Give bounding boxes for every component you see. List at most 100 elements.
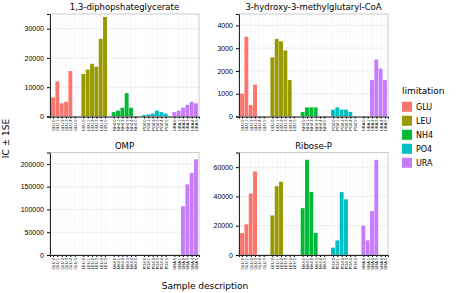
tick: NH4 5 [133, 117, 138, 131]
bar [253, 172, 257, 255]
tick-label: 10000 [25, 84, 45, 91]
tick-mark [264, 255, 265, 257]
bar [374, 160, 378, 255]
bar [64, 102, 68, 117]
tick-mark [303, 255, 304, 257]
grid-line [324, 153, 325, 256]
panel: 0 10000 20000 30000 GLU 0GLU 1GLU 2GLU 3GLU … [25, 2, 200, 131]
legend-label: LEU [416, 117, 432, 126]
tick-mark [337, 255, 338, 257]
tick-mark [251, 255, 252, 257]
x-axis: GLU 0GLU 1GLU 2GLU 3GLU 4GLU 5LEU 0LEU 1… [51, 117, 200, 132]
bar [305, 160, 309, 255]
tick: LEU 5 [292, 117, 297, 131]
tick-mark [294, 255, 295, 257]
tick-label: GLU 5 [73, 257, 78, 269]
tick-mark [236, 167, 239, 168]
tick-label: 4000 [217, 22, 233, 29]
tick-mark [183, 255, 184, 257]
grid-line [61, 14, 62, 117]
y-axis: 050000100000150000200000 [21, 153, 51, 259]
grid-line [122, 14, 123, 117]
grid-line [66, 153, 67, 256]
tick-label: 0 [40, 252, 44, 259]
tick-mark [131, 117, 132, 119]
grid-line [250, 14, 251, 117]
grid-line [239, 48, 388, 49]
tick-label: LEU 5 [292, 119, 297, 131]
tick-mark [114, 117, 115, 119]
bar [177, 111, 181, 117]
bar [366, 240, 370, 255]
tick-label: URA 5 [383, 257, 388, 269]
tick-mark [92, 117, 93, 119]
bar [340, 192, 344, 255]
legend-label: NH4 [416, 131, 433, 140]
tick-mark [311, 117, 312, 119]
tick-mark [179, 255, 180, 257]
tick-mark [153, 255, 154, 257]
tick-mark [259, 117, 260, 119]
grid-line [87, 153, 88, 256]
tick-mark [236, 94, 239, 95]
bar [120, 108, 124, 117]
tick-mark [272, 255, 273, 257]
bars [240, 37, 387, 117]
tick-label: PO4 5 [353, 257, 358, 269]
tick-mark [281, 117, 282, 119]
bar [146, 114, 150, 116]
grid-line [135, 14, 136, 117]
bar [314, 233, 318, 255]
tick-mark [70, 117, 71, 119]
grid-line [263, 14, 264, 117]
tick-label: 0 [40, 113, 44, 120]
legend-label: GLU [416, 103, 432, 112]
axis-line [240, 256, 389, 258]
plot-frame [50, 153, 199, 256]
tick-mark [316, 117, 317, 119]
tick-mark [174, 255, 175, 257]
tick: GLU 5 [262, 117, 267, 132]
tick-mark [148, 255, 149, 257]
tick: 20000 [25, 55, 50, 62]
tick-label: 60000 [214, 164, 234, 171]
grid-line [50, 209, 199, 210]
tick-label: 30000 [25, 25, 45, 32]
grid [239, 14, 388, 117]
grid-line [83, 153, 84, 256]
tick-mark [118, 255, 119, 257]
tick: 150000 [21, 183, 50, 190]
grid-line [178, 14, 179, 117]
tick: URA 5 [383, 255, 388, 270]
bar [159, 112, 163, 116]
bar [194, 103, 198, 116]
bar [331, 110, 335, 117]
grid-line [350, 14, 351, 117]
tick-label: GLU 5 [262, 257, 267, 269]
grid-line [70, 153, 71, 256]
tick-mark [290, 117, 291, 119]
tick-mark [307, 117, 308, 119]
bar [99, 39, 103, 117]
grid-line [345, 14, 346, 117]
grid [50, 153, 199, 256]
bar [301, 112, 305, 117]
tick-mark [316, 255, 317, 257]
tick: 0 [229, 113, 239, 120]
tick-mark [320, 117, 321, 119]
tick: LEU 5 [103, 255, 108, 269]
grid-line [118, 153, 119, 256]
bar [151, 114, 155, 117]
tick-mark [272, 117, 273, 119]
tick: LEU 5 [103, 117, 108, 131]
tick-label: URA 5 [194, 119, 199, 131]
grid-line [319, 14, 320, 117]
grid-line [130, 153, 131, 256]
tick-mark [166, 255, 167, 257]
tick-label: GLU 5 [73, 119, 78, 131]
bar [309, 107, 313, 116]
tick-label: 40000 [214, 193, 234, 200]
grid-line [61, 153, 62, 256]
tick-mark [376, 117, 377, 119]
legend: limitationGLULEUNH4PO4URA [402, 86, 445, 168]
